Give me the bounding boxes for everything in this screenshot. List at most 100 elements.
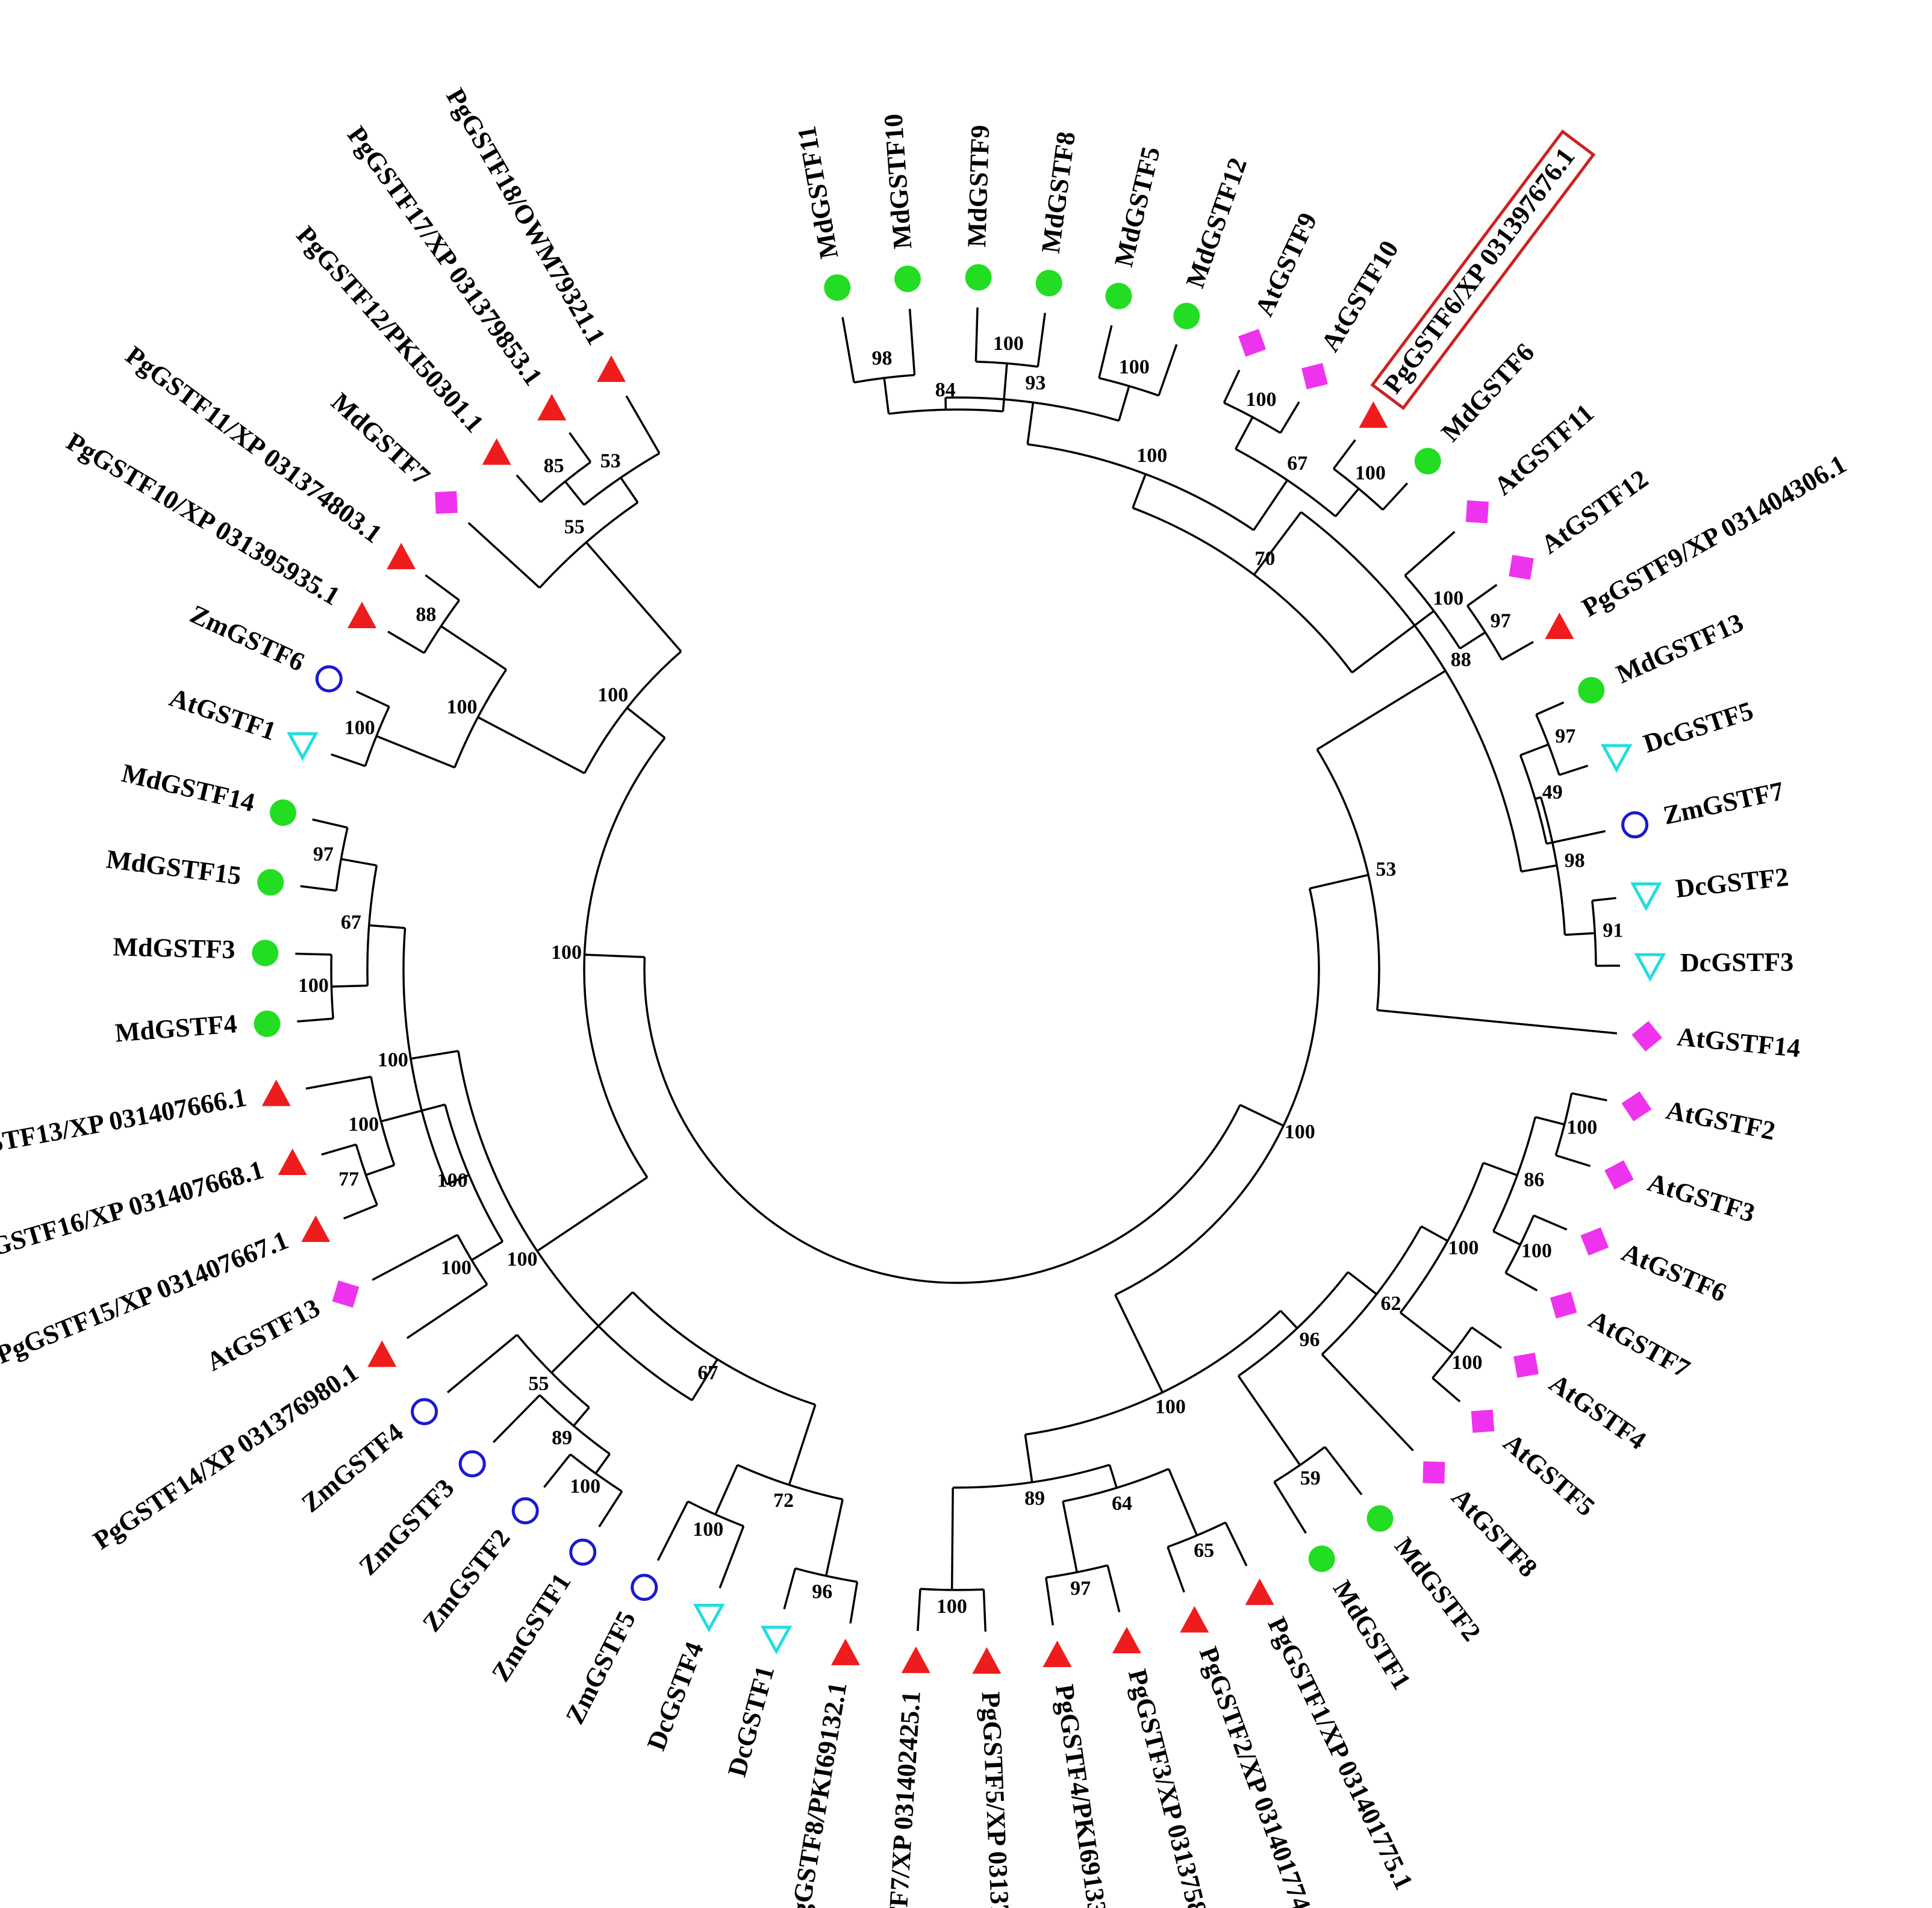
branch-line xyxy=(1317,670,1447,750)
branch-line xyxy=(883,378,890,414)
highlight-box xyxy=(1370,129,1596,411)
branch-line xyxy=(365,1164,395,1176)
bootstrap-value: 100 xyxy=(1246,388,1277,411)
leaf-label: MdGSTF9 xyxy=(962,125,995,248)
branch-arc xyxy=(370,1076,396,1166)
branch-arc xyxy=(583,737,666,1178)
bootstrap-value: 100 xyxy=(693,1518,723,1541)
pg-marker xyxy=(261,1079,291,1106)
branch-line xyxy=(467,522,541,589)
bootstrap-value: 84 xyxy=(935,379,956,401)
leaf-label-group: DcGSTF3 xyxy=(1680,947,1794,977)
at-marker xyxy=(1580,1227,1609,1256)
branch-arc xyxy=(1098,376,1159,397)
bootstrap-value: 100 xyxy=(437,1169,468,1191)
bootstrap-value: 89 xyxy=(1024,1488,1045,1510)
bootstrap-value: 97 xyxy=(1070,1577,1091,1600)
bootstrap-value: 100 xyxy=(1451,1352,1482,1374)
branch-line xyxy=(1132,473,1147,508)
bootstrap-value: 67 xyxy=(1287,452,1307,475)
branch-line xyxy=(1521,864,1557,873)
branch-line xyxy=(841,317,855,383)
pg-marker xyxy=(830,1638,860,1665)
branch-arc xyxy=(516,1334,590,1409)
md-marker xyxy=(1578,677,1605,704)
branch-line xyxy=(691,1358,718,1401)
branch-line xyxy=(1321,1353,1414,1451)
pg-marker xyxy=(972,1647,1002,1674)
branch-line xyxy=(1026,402,1035,444)
branch-line xyxy=(1404,531,1456,576)
md-marker xyxy=(1035,270,1062,297)
branch-line xyxy=(376,735,455,768)
branch-line xyxy=(1351,610,1435,674)
dc-marker xyxy=(1630,882,1662,911)
md-marker xyxy=(894,265,921,292)
dc-marker xyxy=(1634,953,1666,982)
bootstrap-value: 100 xyxy=(551,941,582,964)
bootstrap-value: 88 xyxy=(1451,649,1471,671)
branch-arc xyxy=(1432,1326,1473,1379)
branch-arc xyxy=(953,1464,1110,1489)
branch-line xyxy=(1098,325,1113,379)
branch-line xyxy=(1483,1162,1518,1177)
leaf-label: MdGSTF3 xyxy=(113,932,235,964)
branch-line xyxy=(1223,369,1241,404)
branch-line xyxy=(477,716,585,775)
at-marker xyxy=(1604,1160,1634,1190)
bootstrap-value: 67 xyxy=(341,911,361,934)
pg-marker xyxy=(1112,1627,1141,1654)
branch-line xyxy=(1253,511,1302,576)
bootstrap-value: 100 xyxy=(348,1113,379,1135)
branch-line xyxy=(543,1453,572,1488)
branch-line xyxy=(1559,764,1589,776)
branch-line xyxy=(1335,488,1360,517)
branch-line xyxy=(410,1050,459,1060)
branch-arc xyxy=(1539,797,1566,935)
branch-line xyxy=(297,1017,334,1023)
branch-line xyxy=(369,924,405,929)
branch-line xyxy=(1118,385,1130,422)
bootstrap-value: 100 xyxy=(597,684,628,706)
branch-line xyxy=(1235,416,1254,450)
bootstrap-value: 100 xyxy=(1433,587,1463,610)
branch-line xyxy=(573,1406,590,1427)
branch-arc xyxy=(366,865,378,986)
pg-marker xyxy=(1359,401,1388,428)
branch-line xyxy=(446,1174,470,1186)
bootstrap-value: 100 xyxy=(298,974,329,997)
branch-arc xyxy=(643,957,1241,1284)
branch-arc xyxy=(1404,575,1461,649)
at-marker xyxy=(1423,1461,1445,1484)
branch-line xyxy=(718,1526,745,1589)
branch-line xyxy=(1237,1375,1301,1466)
branch-arc xyxy=(355,1144,378,1206)
md-marker xyxy=(252,940,279,967)
branch-line xyxy=(714,1464,739,1515)
branch-line xyxy=(1062,1501,1078,1573)
bootstrap-value: 65 xyxy=(1194,1539,1214,1562)
pg-marker xyxy=(901,1646,930,1673)
zm-marker xyxy=(411,1398,438,1426)
branch-line xyxy=(1280,1310,1298,1329)
pg-marker xyxy=(301,1215,331,1242)
bootstrap-value: 89 xyxy=(552,1427,572,1449)
branch-arc xyxy=(456,1234,488,1285)
bootstrap-value: 70 xyxy=(1254,547,1275,570)
md-marker xyxy=(1414,447,1441,475)
branch-arc xyxy=(539,1394,611,1455)
branch-line xyxy=(569,432,592,463)
zm-marker xyxy=(511,1497,539,1524)
branch-line xyxy=(1382,482,1409,511)
branch-arc xyxy=(1300,511,1522,872)
bootstrap-value: 77 xyxy=(338,1168,359,1191)
branch-line xyxy=(1533,1214,1568,1231)
branch-line xyxy=(1224,1522,1248,1567)
dc-marker xyxy=(760,1626,793,1655)
bootstrap-value: 100 xyxy=(1448,1237,1479,1259)
pg-marker xyxy=(597,355,626,382)
branch-line xyxy=(1571,1092,1607,1102)
md-marker xyxy=(1308,1545,1335,1573)
branch-line xyxy=(1432,1377,1461,1403)
